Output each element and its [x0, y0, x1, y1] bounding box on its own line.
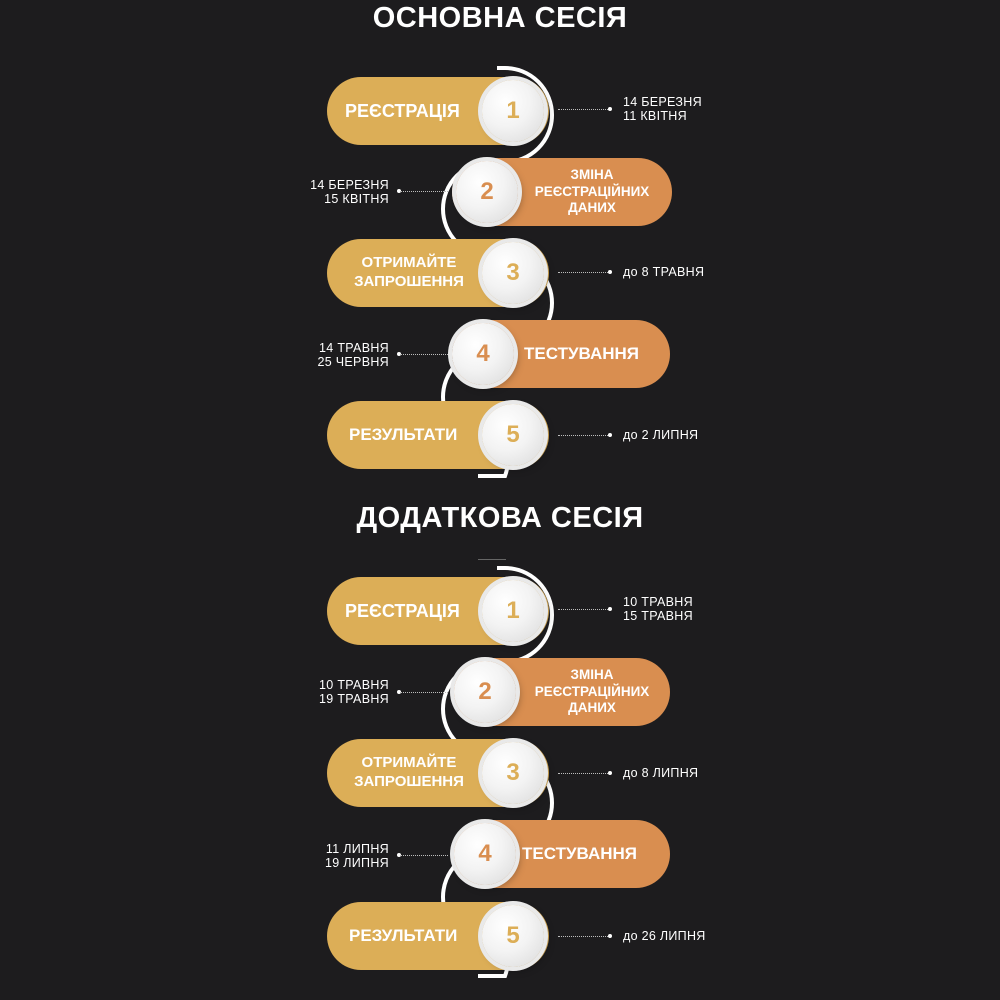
session-title-main: ОСНОВНА СЕСІЯ — [372, 2, 628, 34]
step-get-invitation: ОТРИМАЙТЕ ЗАПРОШЕННЯ 3 — [327, 239, 549, 307]
step-date: до 26 ЛИПНЯ — [623, 929, 706, 943]
date-connector — [558, 936, 610, 937]
date-connector-dot — [608, 607, 612, 611]
date-connector — [400, 692, 448, 693]
step-number-badge: 3 — [482, 242, 544, 304]
step-label: ЗМІНА РЕЄСТРАЦІЙНИХ ДАНИХ — [534, 666, 650, 716]
step-testing: 4 ТЕСТУВАННЯ — [452, 820, 670, 888]
date-connector — [558, 435, 610, 436]
date-connector-dot — [608, 433, 612, 437]
step-results: РЕЗУЛЬТАТИ 5 — [327, 401, 549, 469]
step-date: до 2 ЛИПНЯ — [623, 428, 699, 442]
step-number-badge: 5 — [482, 905, 544, 967]
step-date: 11 ЛИПНЯ 19 ЛИПНЯ — [324, 842, 389, 870]
date-connector-dot — [608, 934, 612, 938]
step-number-badge: 1 — [482, 80, 544, 142]
step-label: РЕЄСТРАЦІЯ — [345, 100, 460, 121]
step-label: ТЕСТУВАННЯ — [522, 844, 638, 864]
step-change-registration-data: 2 ЗМІНА РЕЄСТРАЦІЙНИХ ДАНИХ — [452, 158, 672, 226]
date-connector — [558, 272, 610, 273]
step-testing: 4 ТЕСТУВАННЯ — [452, 320, 670, 388]
step-label: ОТРИМАЙТЕ ЗАПРОШЕННЯ — [354, 254, 464, 290]
date-connector — [400, 354, 448, 355]
step-results: РЕЗУЛЬТАТИ 5 — [327, 902, 549, 970]
step-number-badge: 4 — [452, 323, 514, 385]
date-connector — [558, 773, 610, 774]
step-registration: РЕЄСТРАЦІЯ 1 — [327, 77, 549, 145]
step-number-badge: 5 — [482, 404, 544, 466]
step-label: РЕЗУЛЬТАТИ — [349, 926, 458, 946]
step-change-registration-data: 2 ЗМІНА РЕЄСТРАЦІЙНИХ ДАНИХ — [452, 658, 670, 726]
step-date: 10 ТРАВНЯ 19 ТРАВНЯ — [319, 678, 389, 706]
step-date: 14 ТРАВНЯ 25 ЧЕРВНЯ — [317, 341, 389, 369]
date-connector-dot — [608, 107, 612, 111]
step-label: ОТРИМАЙТЕ ЗАПРОШЕННЯ — [354, 754, 464, 790]
step-date: 14 БЕРЕЗНЯ 15 КВІТНЯ — [310, 178, 389, 206]
date-connector-dot — [608, 270, 612, 274]
date-connector-dot — [608, 771, 612, 775]
step-number-badge: 1 — [482, 580, 544, 642]
step-date: 14 БЕРЕЗНЯ 11 КВІТНЯ — [623, 95, 702, 123]
timeline-additional: РЕЄСТРАЦІЯ 1 10 ТРАВНЯ 15 ТРАВНЯ 2 ЗМІНА … — [0, 560, 1000, 980]
step-date: до 8 ЛИПНЯ — [623, 766, 699, 780]
date-connector-dot — [397, 690, 401, 694]
date-connector — [558, 109, 610, 110]
step-number-badge: 4 — [454, 823, 516, 885]
step-label: ТЕСТУВАННЯ — [524, 344, 640, 364]
step-number-badge: 2 — [456, 161, 518, 223]
date-connector — [400, 855, 448, 856]
timeline-main: РЕЄСТРАЦІЯ 1 14 БЕРЕЗНЯ 11 КВІТНЯ 2 ЗМІНА… — [0, 60, 1000, 480]
date-connector — [400, 191, 448, 192]
step-date: 10 ТРАВНЯ 15 ТРАВНЯ — [623, 595, 693, 623]
date-connector — [558, 609, 610, 610]
step-date: до 8 ТРАВНЯ — [623, 265, 705, 279]
step-get-invitation: ОТРИМАЙТЕ ЗАПРОШЕННЯ 3 — [327, 739, 549, 807]
date-connector-dot — [397, 853, 401, 857]
step-label: РЕЄСТРАЦІЯ — [345, 600, 460, 621]
date-connector-dot — [397, 352, 401, 356]
step-label: РЕЗУЛЬТАТИ — [349, 425, 458, 445]
step-number-badge: 3 — [482, 742, 544, 804]
step-registration: РЕЄСТРАЦІЯ 1 — [327, 577, 549, 645]
session-title-additional: ДОДАТКОВА СЕСІЯ — [356, 502, 644, 534]
step-number-badge: 2 — [454, 661, 516, 723]
date-connector-dot — [397, 189, 401, 193]
divider — [478, 559, 506, 560]
step-label: ЗМІНА РЕЄСТРАЦІЙНИХ ДАНИХ — [534, 166, 650, 216]
